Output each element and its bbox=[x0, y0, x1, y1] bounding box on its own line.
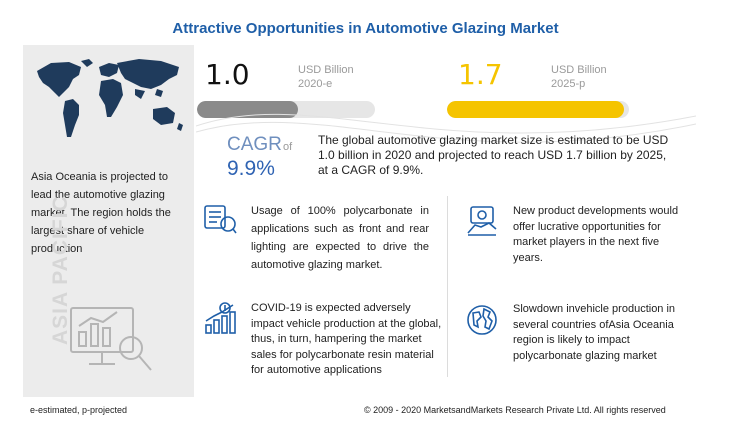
column-divider bbox=[447, 196, 448, 377]
analytics-chart-icon bbox=[70, 307, 152, 371]
cagr-value: 9.9% bbox=[227, 157, 275, 180]
world-map-icon bbox=[37, 59, 183, 137]
point-polycarbonate: Usage of 100% polycarbonate in applicati… bbox=[251, 205, 429, 271]
point-covid: COVID-19 is expected adversely impact ve… bbox=[251, 302, 442, 376]
region-vertical-label: ASIA PACIFIC bbox=[49, 195, 72, 345]
cagr-of: of bbox=[283, 141, 293, 153]
point-slowdown: Slowdown invehicle production in several… bbox=[513, 303, 676, 362]
region-text: Asia Oceania is projected to lead the au… bbox=[31, 171, 171, 255]
footnote: e-estimated, p-projected bbox=[30, 405, 128, 415]
page-title: Attractive Opportunities in Automotive G… bbox=[172, 20, 559, 37]
point-new-products: New product developments would offer luc… bbox=[513, 205, 679, 264]
unit-2020-currency: USD Billion bbox=[298, 64, 354, 76]
cagr-label: CAGR bbox=[227, 134, 282, 155]
unit-2020: USD Billion 2020-e bbox=[298, 63, 354, 91]
copyright: © 2009 - 2020 MarketsandMarkets Research… bbox=[364, 405, 666, 415]
unit-2025-year: 2025-p bbox=[551, 78, 586, 90]
unit-2020-year: 2020-e bbox=[298, 78, 333, 90]
growth-chart-icon bbox=[205, 302, 236, 334]
value-bar-2020 bbox=[197, 101, 375, 118]
value-bar-2025-fill bbox=[447, 101, 624, 118]
decorative-curves bbox=[196, 113, 696, 143]
product-development-icon bbox=[467, 206, 497, 236]
polycarbonate-lighting-icon bbox=[204, 205, 237, 234]
globe-icon bbox=[467, 305, 497, 335]
market-value-2025: 1.7 bbox=[458, 58, 503, 91]
region-panel: Asia Oceania is projected to lead the au… bbox=[23, 45, 194, 397]
market-summary: The global automotive glazing market siz… bbox=[318, 133, 669, 177]
market-value-2020: 1.0 bbox=[205, 58, 250, 91]
unit-2025-currency: USD Billion bbox=[551, 64, 607, 76]
value-bar-2020-fill bbox=[197, 101, 299, 118]
value-bar-2025 bbox=[447, 101, 629, 118]
unit-2025: USD Billion 2025-p bbox=[551, 63, 607, 91]
